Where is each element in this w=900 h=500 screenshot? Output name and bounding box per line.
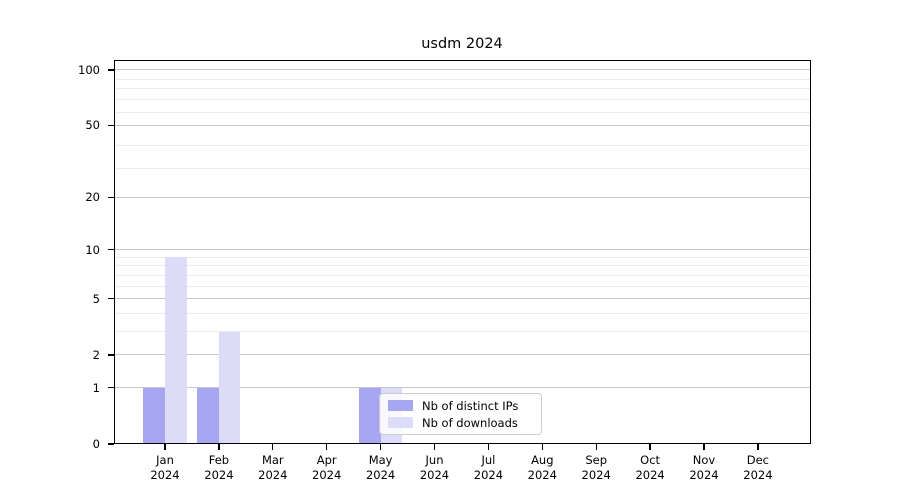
legend-item: Nb of downloads (388, 417, 533, 429)
y-tick-label: 20 (85, 190, 100, 205)
y-tick-label: 100 (78, 62, 100, 77)
month-label: Sep (585, 453, 608, 467)
x-tick-label: Feb 2024 (191, 453, 247, 482)
gridline-major (114, 354, 811, 356)
month-label: Feb (208, 453, 230, 467)
year-label: 2024 (365, 467, 396, 482)
x-tick (595, 444, 597, 450)
gridline-minor (114, 88, 811, 90)
gridline-minor (114, 313, 811, 315)
x-tick-label: Jan 2024 (137, 453, 193, 482)
bar-downloads-jan (165, 257, 187, 444)
gridline-major (114, 298, 811, 300)
y-tick-label: 50 (85, 118, 100, 133)
y-tick-label: 10 (85, 242, 100, 257)
y-tick-label: 2 (92, 347, 100, 362)
x-tick-label: Mar 2024 (245, 453, 301, 482)
gridline-major (114, 249, 811, 251)
gridline-minor (114, 99, 811, 101)
year-label: 2024 (581, 467, 611, 482)
y-tick (107, 124, 114, 126)
gridline-major (114, 196, 811, 198)
year-label: 2024 (419, 467, 450, 482)
month-label: Oct (640, 453, 661, 467)
x-tick (433, 444, 436, 450)
x-tick (218, 444, 220, 450)
year-label: 2024 (204, 467, 234, 482)
y-tick (107, 387, 114, 389)
gridline-minor (114, 331, 811, 333)
y-tick (107, 354, 114, 356)
x-tick-label: May 2024 (353, 453, 409, 482)
y-tick-label: 5 (92, 291, 100, 306)
gridline-minor (114, 167, 811, 169)
month-label: Apr (316, 453, 337, 467)
gridline-minor (114, 285, 811, 287)
y-tick (107, 298, 114, 300)
x-tick-label: Sep 2024 (568, 453, 624, 482)
y-tick (107, 249, 114, 251)
y-tick (107, 443, 114, 445)
gridline-minor (114, 144, 811, 146)
x-tick (487, 444, 490, 450)
month-label: Dec (746, 453, 770, 467)
x-tick-label: Jul 2024 (460, 453, 516, 482)
month-label: Nov (692, 453, 716, 467)
year-label: 2024 (743, 467, 773, 482)
year-label: 2024 (689, 467, 719, 482)
gridline-major (114, 124, 811, 126)
x-tick-label: Dec 2024 (730, 453, 786, 482)
legend-swatch-icon (388, 417, 413, 428)
legend-swatch-icon (388, 400, 413, 411)
gridline-minor (114, 265, 811, 267)
year-label: 2024 (473, 467, 504, 482)
x-tick (272, 444, 274, 450)
bar-distinct-ips-feb (197, 387, 219, 444)
gridline-minor (114, 274, 811, 276)
x-tick (541, 444, 543, 450)
bar-downloads-feb (218, 331, 241, 444)
gridline-minor (114, 256, 811, 258)
year-label: 2024 (527, 467, 557, 482)
gridline-minor (114, 111, 811, 113)
y-tick (107, 69, 114, 71)
x-tick (757, 444, 759, 450)
month-label: Mar (261, 453, 284, 467)
legend: Nb of distinct IPs Nb of downloads (379, 393, 542, 435)
gridline-minor (114, 78, 811, 80)
year-label: 2024 (258, 467, 288, 482)
gridline-major (114, 387, 811, 389)
month-label: Jan (156, 453, 174, 467)
x-tick (703, 444, 705, 450)
chart-title: usdm 2024 (421, 36, 503, 52)
x-tick (326, 444, 328, 450)
x-tick-label: Oct 2024 (622, 453, 678, 482)
y-tick (107, 196, 114, 198)
bar-distinct-ips-jan (143, 387, 165, 444)
y-tick-label: 1 (92, 380, 100, 395)
x-tick (649, 444, 651, 450)
month-label: Aug (531, 453, 554, 467)
x-tick-label: Apr 2024 (299, 453, 355, 482)
month-label: Jun (425, 453, 444, 467)
x-tick (379, 444, 382, 450)
x-tick-label: Nov 2024 (676, 453, 732, 482)
legend-item-label: Nb of distinct IPs (422, 398, 519, 413)
x-tick (164, 444, 166, 450)
bar-distinct-ips-may (359, 387, 381, 444)
x-tick-label: Aug 2024 (514, 453, 570, 482)
month-label: Jul (481, 453, 496, 467)
y-tick-label: 0 (92, 437, 100, 451)
year-label: 2024 (312, 467, 342, 482)
legend-item-label: Nb of downloads (422, 415, 518, 430)
legend-item: Nb of distinct IPs (388, 400, 533, 412)
year-label: 2024 (150, 467, 180, 482)
year-label: 2024 (635, 467, 665, 482)
month-label: May (368, 453, 393, 467)
gridline-major (114, 69, 811, 71)
x-tick-label: Jun 2024 (407, 453, 463, 482)
